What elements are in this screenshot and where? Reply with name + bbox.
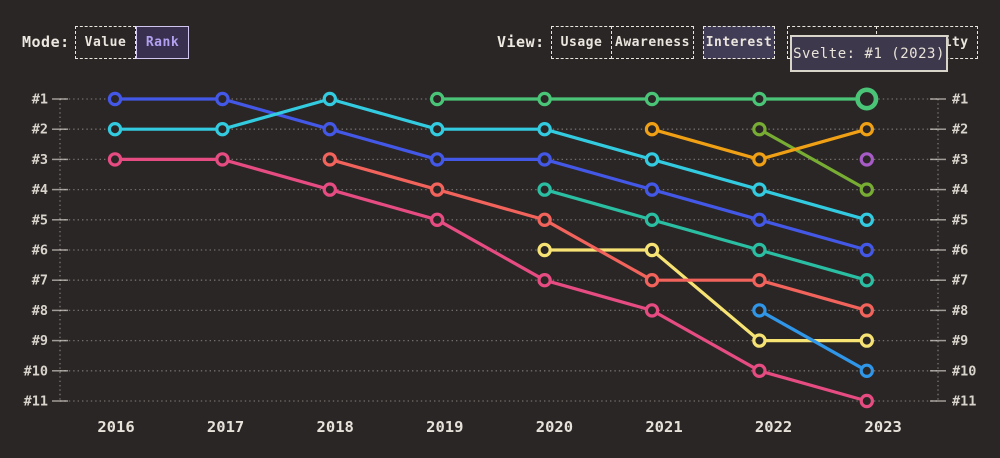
point-yellow-series-2020[interactable] — [537, 242, 552, 258]
year-label: 2018 — [317, 418, 354, 436]
year-label: 2017 — [207, 418, 244, 436]
point-salmon-series-2019[interactable] — [430, 182, 445, 197]
point-salmon-series-2020[interactable] — [537, 212, 552, 227]
rank-label-left: #6 — [32, 243, 48, 259]
view-option-awareness[interactable]: Awareness — [611, 26, 694, 59]
year-label: 2019 — [426, 418, 463, 436]
point-blue-series-2021[interactable] — [644, 182, 660, 197]
rank-label-right: #11 — [952, 394, 976, 410]
rank-label-right: #4 — [952, 182, 968, 198]
line-salmon-series — [328, 157, 869, 312]
point-skyblue-series-2023[interactable] — [859, 363, 875, 378]
point-svelte-2022[interactable] — [752, 91, 767, 107]
point-pink-series-2023[interactable] — [859, 393, 875, 409]
rank-label-left: #2 — [32, 122, 48, 138]
rank-label-left: #1 — [32, 92, 48, 108]
rank-label-left: #5 — [32, 212, 48, 228]
rank-label-right: #2 — [952, 122, 968, 138]
point-pink-series-2017[interactable] — [215, 152, 230, 167]
point-cyan-series-2021[interactable] — [644, 152, 660, 167]
line-lime-series — [757, 127, 869, 192]
rank-label-right: #5 — [952, 212, 968, 228]
point-cyan-series-2017[interactable] — [215, 121, 230, 137]
point-salmon-series-2018[interactable] — [322, 152, 337, 167]
point-pink-series-2018[interactable] — [322, 182, 337, 197]
rank-label-right: #6 — [952, 243, 968, 259]
mode-label: Mode: — [22, 33, 70, 51]
point-purple-series-2023[interactable] — [859, 152, 875, 167]
rank-label-left: #7 — [32, 273, 48, 289]
rank-label-right: #8 — [952, 303, 968, 319]
year-label: 2023 — [865, 418, 902, 436]
chart-tooltip-text: Svelte: #1 (2023) — [793, 45, 945, 62]
point-lime-series-2022[interactable] — [752, 121, 767, 137]
point-salmon-series-2023[interactable] — [859, 303, 875, 318]
point-cyan-series-2018[interactable] — [322, 91, 337, 107]
view-option-interest[interactable]: Interest — [703, 26, 775, 59]
rank-label-right: #7 — [952, 273, 968, 289]
point-blue-series-2019[interactable] — [430, 152, 445, 167]
point-svelte-2019[interactable] — [430, 91, 445, 107]
point-skyblue-series-2022[interactable] — [752, 303, 767, 318]
mode-option-value[interactable]: Value — [75, 26, 136, 59]
rank-label-left: #4 — [32, 182, 48, 198]
chart-tooltip: Svelte: #1 (2023) — [790, 35, 948, 72]
rank-label-right: #10 — [952, 363, 976, 379]
rank-label-right: #9 — [952, 333, 968, 349]
point-salmon-series-2021[interactable] — [644, 273, 660, 288]
line-teal-series — [542, 188, 869, 282]
year-label: 2022 — [755, 418, 792, 436]
rank-label-left: #10 — [24, 363, 48, 379]
year-label: 2021 — [645, 418, 682, 436]
point-cyan-series-2020[interactable] — [537, 121, 552, 137]
point-teal-series-2021[interactable] — [644, 212, 660, 227]
rank-label-left: #11 — [24, 394, 48, 410]
point-salmon-series-2022[interactable] — [752, 273, 767, 288]
point-yellow-series-2021[interactable] — [644, 242, 660, 258]
point-teal-series-2022[interactable] — [752, 242, 767, 258]
year-label: 2020 — [536, 418, 573, 436]
point-blue-series-2018[interactable] — [322, 121, 337, 137]
point-orange-series-2022[interactable] — [752, 152, 767, 167]
point-cyan-series-2016[interactable] — [107, 121, 123, 137]
mode-option-rank[interactable]: Rank — [136, 26, 189, 59]
view-label: View: — [497, 33, 545, 51]
rank-label-left: #8 — [32, 303, 48, 319]
point-pink-series-2022[interactable] — [752, 363, 767, 378]
line-blue-series — [113, 97, 869, 252]
line-cyan-series — [113, 97, 869, 222]
year-label: 2016 — [97, 418, 134, 436]
point-yellow-series-2022[interactable] — [752, 333, 767, 348]
point-cyan-series-2023[interactable] — [859, 212, 875, 227]
view-option-usage[interactable]: Usage — [551, 26, 612, 59]
point-pink-series-2016[interactable] — [107, 152, 123, 167]
point-orange-series-2023[interactable] — [859, 121, 875, 137]
point-cyan-series-2019[interactable] — [430, 121, 445, 137]
point-svelte-2020[interactable] — [537, 91, 552, 107]
point-teal-series-2023[interactable] — [859, 273, 875, 288]
point-yellow-series-2023[interactable] — [859, 333, 875, 348]
point-orange-series-2021[interactable] — [644, 121, 660, 137]
point-blue-series-2022[interactable] — [752, 212, 767, 227]
point-svelte-2023[interactable] — [855, 87, 879, 111]
rank-label-left: #3 — [32, 152, 48, 168]
point-blue-series-2017[interactable] — [215, 91, 230, 107]
point-cyan-series-2022[interactable] — [752, 182, 767, 197]
point-lime-series-2023[interactable] — [859, 182, 875, 197]
point-pink-series-2019[interactable] — [430, 212, 445, 227]
point-pink-series-2021[interactable] — [644, 303, 660, 318]
point-blue-series-2016[interactable] — [107, 91, 123, 107]
rank-label-right: #3 — [952, 152, 968, 168]
point-blue-series-2023[interactable] — [859, 242, 875, 258]
point-teal-series-2020[interactable] — [537, 182, 552, 197]
rank-label-right: #1 — [952, 92, 968, 108]
rank-label-left: #9 — [32, 333, 48, 349]
line-skyblue-series — [757, 308, 869, 373]
point-pink-series-2020[interactable] — [537, 273, 552, 288]
point-blue-series-2020[interactable] — [537, 152, 552, 167]
line-pink-series — [113, 157, 869, 403]
point-svelte-2021[interactable] — [644, 91, 660, 107]
